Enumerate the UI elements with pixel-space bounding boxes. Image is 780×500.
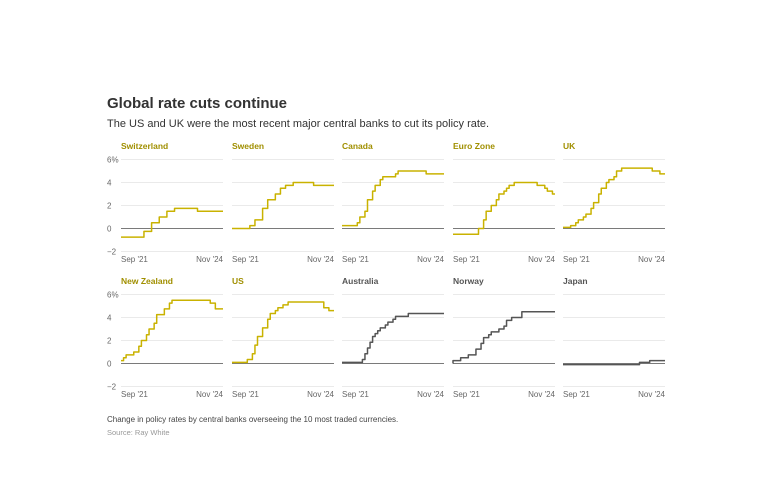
panel-title-euro-zone: Euro Zone — [453, 141, 495, 151]
x-tick-label: Nov '24 — [528, 390, 555, 399]
panel-title-switzerland: Switzerland — [121, 141, 168, 151]
x-tick-label: Nov '24 — [638, 255, 665, 264]
panel-title-canada: Canada — [342, 141, 373, 151]
x-tick-label: Nov '24 — [196, 390, 223, 399]
chart-note: Change in policy rates by central banks … — [107, 415, 399, 424]
series-line-sweden — [232, 181, 334, 230]
x-tick-label: Nov '24 — [638, 390, 665, 399]
y-tick-label: 0 — [107, 225, 112, 234]
x-tick-label: Sep '21 — [121, 255, 148, 264]
series-line-norway — [452, 311, 555, 364]
panel-title-japan: Japan — [563, 276, 588, 286]
x-tick-label: Sep '21 — [563, 255, 590, 264]
series-line-new-zealand — [121, 299, 223, 362]
chart-source: Source: Ray White — [107, 428, 170, 437]
series-line-japan — [563, 359, 665, 366]
y-tick-label: 4 — [107, 179, 112, 188]
y-tick-label: −2 — [107, 383, 117, 392]
panel-title-us: US — [232, 276, 244, 286]
x-tick-label: Sep '21 — [121, 390, 148, 399]
y-tick-label: 2 — [107, 202, 112, 211]
chart-title: Global rate cuts continue — [107, 95, 288, 112]
chart-subtitle: The US and UK were the most recent major… — [107, 118, 490, 130]
x-tick-label: Nov '24 — [528, 255, 555, 264]
x-tick-label: Nov '24 — [417, 390, 444, 399]
x-tick-label: Sep '21 — [342, 390, 369, 399]
y-tick-label: 4 — [107, 314, 112, 323]
y-tick-label: 0 — [107, 360, 112, 369]
series-line-us — [232, 301, 334, 364]
x-tick-label: Sep '21 — [453, 255, 480, 264]
x-tick-label: Nov '24 — [196, 255, 223, 264]
x-tick-label: Nov '24 — [307, 255, 334, 264]
y-tick-label: −2 — [107, 248, 117, 257]
x-tick-label: Sep '21 — [342, 255, 369, 264]
y-tick-label: 6% — [107, 291, 119, 300]
x-tick-label: Nov '24 — [417, 255, 444, 264]
series-line-switzerland — [121, 207, 223, 238]
panel-title-new-zealand: New Zealand — [121, 276, 173, 286]
x-tick-label: Sep '21 — [563, 390, 590, 399]
x-tick-label: Sep '21 — [232, 390, 259, 399]
panel-title-australia: Australia — [342, 276, 379, 286]
panel-title-norway: Norway — [453, 276, 484, 286]
x-tick-label: Nov '24 — [307, 390, 334, 399]
panel-title-sweden: Sweden — [232, 141, 264, 151]
y-tick-label: 2 — [107, 337, 112, 346]
series-line-australia — [342, 312, 444, 364]
series-line-uk — [563, 167, 665, 229]
x-tick-label: Sep '21 — [232, 255, 259, 264]
series-line-euro-zone — [453, 181, 555, 235]
panel-title-uk: UK — [563, 141, 576, 151]
x-tick-label: Sep '21 — [453, 390, 480, 399]
series-line-canada — [342, 170, 444, 227]
y-tick-label: 6% — [107, 156, 119, 165]
